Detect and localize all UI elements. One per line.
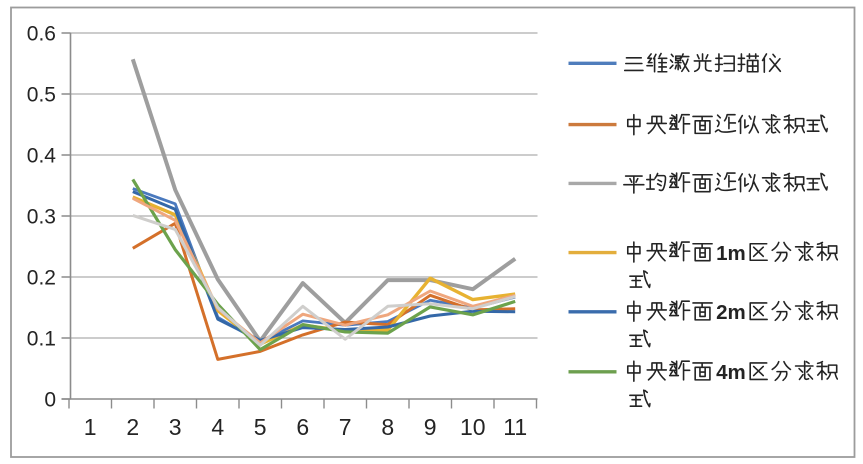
svg-text:0.4: 0.4 — [27, 144, 57, 167]
svg-text:6: 6 — [296, 414, 309, 440]
svg-text:7: 7 — [339, 414, 352, 440]
svg-text:1: 1 — [84, 414, 97, 440]
svg-text:2m: 2m — [716, 301, 746, 324]
svg-text:0.2: 0.2 — [27, 266, 56, 289]
svg-text:0.1: 0.1 — [27, 327, 56, 350]
svg-text:9: 9 — [424, 414, 437, 440]
svg-text:5: 5 — [254, 414, 267, 440]
svg-text:0.6: 0.6 — [27, 22, 56, 45]
svg-text:0: 0 — [44, 388, 56, 411]
svg-text:8: 8 — [381, 414, 394, 440]
svg-text:0.5: 0.5 — [27, 83, 56, 106]
svg-text:2: 2 — [126, 414, 139, 440]
svg-text:1m: 1m — [716, 242, 746, 265]
svg-text:4: 4 — [211, 414, 224, 440]
svg-text:10: 10 — [460, 414, 486, 440]
svg-text:4m: 4m — [716, 361, 746, 384]
svg-text:0.3: 0.3 — [27, 205, 56, 228]
svg-text:3: 3 — [169, 414, 182, 440]
svg-text:11: 11 — [503, 414, 527, 440]
